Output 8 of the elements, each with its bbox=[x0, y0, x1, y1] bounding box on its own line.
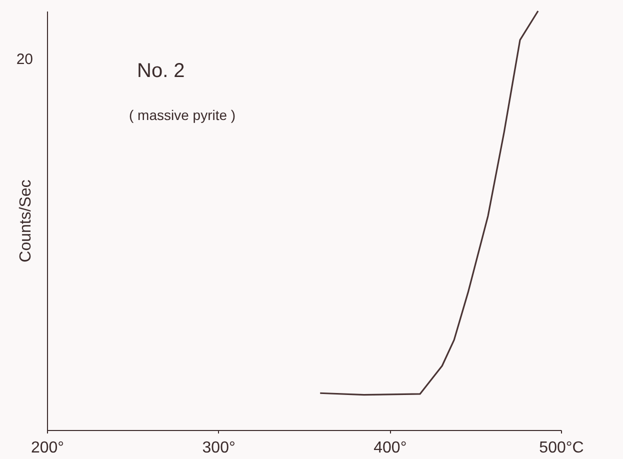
y-axis-title: Counts/Sec bbox=[18, 180, 34, 262]
x-tick-label: 500°C bbox=[539, 440, 584, 456]
x-tick-label: 400° bbox=[374, 440, 407, 456]
annotation: ( massive pyrite ) bbox=[129, 107, 236, 123]
text: 20 bbox=[16, 51, 33, 68]
annotation: No. 2 bbox=[137, 60, 185, 82]
x-tick-label: 300° bbox=[202, 440, 236, 456]
x-tick-label: 200° bbox=[30, 440, 64, 456]
